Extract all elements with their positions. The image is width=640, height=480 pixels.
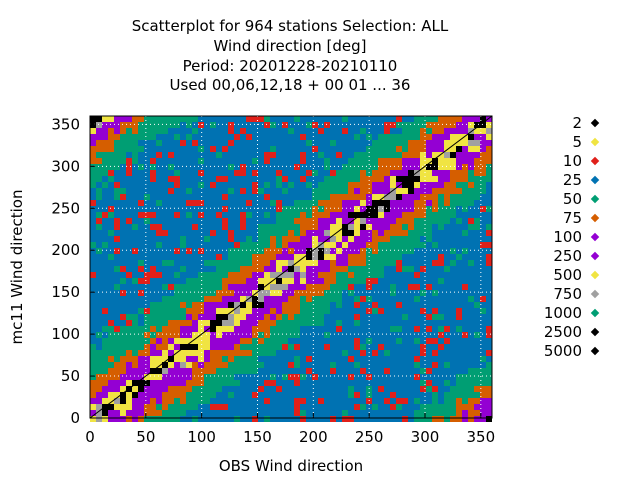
legend-marker: [590, 137, 600, 147]
legend-marker: [590, 213, 600, 223]
x-tick-label-0: 0: [85, 428, 95, 446]
legend-item: 1000: [500, 304, 610, 323]
legend-label: 500: [553, 266, 582, 284]
y-tick-label-350: 350: [51, 115, 80, 133]
legend-label: 750: [553, 285, 582, 303]
chart-title-line-4: Used 00,06,12,18 + 00 01 ... 36: [169, 76, 411, 94]
legend-label: 75: [562, 209, 582, 227]
legend-label: 250: [553, 247, 582, 265]
y-tick-label-150: 150: [51, 283, 80, 301]
chart-title-line-2: Wind direction [deg]: [213, 37, 367, 55]
legend-marker: [590, 327, 600, 337]
legend-marker: [590, 156, 600, 166]
diagonal-line: [89, 115, 493, 419]
plot-frame: [89, 115, 493, 419]
legend-marker: [590, 232, 600, 242]
legend-item: 5000: [500, 342, 610, 361]
legend-marker: [590, 194, 600, 204]
legend-label: 100: [553, 228, 582, 246]
legend-marker: [590, 308, 600, 318]
legend-label: 5000: [543, 342, 582, 360]
x-axis-label: OBS Wind direction: [219, 457, 363, 475]
legend-item: 750: [500, 285, 610, 304]
x-tick-label-50: 50: [136, 428, 155, 446]
legend-label: 25: [562, 171, 582, 189]
legend-label: 2500: [543, 323, 582, 341]
legend-item: 100: [500, 228, 610, 247]
legend-item: 50: [500, 190, 610, 209]
x-tick-label-100: 100: [187, 428, 216, 446]
y-tick-label-250: 250: [51, 199, 80, 217]
legend-label: 2: [572, 114, 582, 132]
legend-marker: [590, 175, 600, 185]
legend-item: 75: [500, 209, 610, 228]
x-tick-label-200: 200: [299, 428, 328, 446]
chart-title-line-1: Scatterplot for 964 stations Selection: …: [131, 17, 449, 35]
legend-marker: [590, 118, 600, 128]
legend-label: 1000: [543, 304, 582, 322]
legend-item: 2500: [500, 323, 610, 342]
legend-item: 5: [500, 133, 610, 152]
legend-marker: [590, 251, 600, 261]
legend-label: 50: [562, 190, 582, 208]
legend-item: 500: [500, 266, 610, 285]
legend-item: 10: [500, 152, 610, 171]
legend-item: 2: [500, 114, 610, 133]
legend-label: 5: [572, 133, 582, 151]
y-tick-label-100: 100: [51, 325, 80, 343]
y-tick-label-300: 300: [51, 157, 80, 175]
legend-item: 250: [500, 247, 610, 266]
legend-marker: [590, 270, 600, 280]
y-tick-label-0: 0: [70, 409, 80, 427]
y-axis-label: mc11 Wind direction: [8, 190, 26, 345]
x-tick-label-350: 350: [467, 428, 496, 446]
legend-marker: [590, 289, 600, 299]
legend-marker: [590, 346, 600, 356]
x-tick-label-150: 150: [243, 428, 272, 446]
x-tick-label-250: 250: [355, 428, 384, 446]
density-field: [90, 116, 492, 422]
legend-label: 10: [562, 152, 582, 170]
y-tick-label-200: 200: [51, 241, 80, 259]
chart-title-line-3: Period: 20201228-20210110: [182, 57, 398, 75]
x-tick-label-300: 300: [411, 428, 440, 446]
legend-item: 25: [500, 171, 610, 190]
y-tick-label-50: 50: [61, 367, 80, 385]
